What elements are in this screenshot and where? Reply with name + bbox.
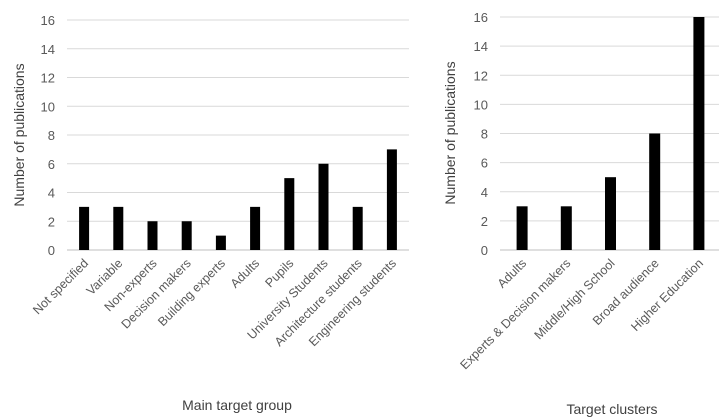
x-tick-label: Middle/High School	[532, 256, 618, 342]
bar	[386, 149, 397, 250]
bar	[318, 163, 329, 250]
y-tick-label: 2	[48, 214, 55, 229]
y-axis-label: Number of publications	[442, 61, 458, 204]
y-tick-label: 10	[474, 97, 488, 112]
bar	[113, 206, 124, 250]
y-tick-label: 14	[41, 42, 55, 57]
y-tick-label: 10	[41, 99, 55, 114]
y-axis-label: Number of publications	[11, 63, 27, 206]
bar	[352, 206, 363, 250]
bar	[605, 177, 616, 250]
bar	[560, 206, 572, 250]
bar	[284, 178, 295, 250]
x-tick-label: Adults	[228, 256, 262, 290]
y-tick-label: 6	[48, 157, 55, 172]
y-tick-label: 8	[481, 127, 488, 142]
x-axis-label: Target clusters	[566, 401, 657, 417]
y-tick-label: 8	[48, 128, 55, 143]
y-tick-label: 14	[474, 39, 488, 54]
x-axis-label: Main target group	[182, 397, 292, 413]
y-tick-label: 6	[481, 156, 488, 171]
bar	[250, 206, 261, 250]
y-tick-label: 0	[48, 243, 55, 258]
y-tick-label: 0	[481, 243, 488, 258]
y-tick-label: 12	[41, 71, 55, 86]
y-tick-label: 16	[41, 13, 55, 28]
bar	[516, 206, 528, 250]
bar	[147, 221, 158, 250]
y-tick-label: 4	[48, 186, 55, 201]
bar	[649, 133, 661, 250]
bar	[79, 206, 90, 250]
x-tick-label: Adults	[495, 256, 529, 290]
bar	[215, 235, 226, 250]
y-tick-label: 12	[474, 68, 488, 83]
bar	[181, 221, 192, 250]
y-tick-label: 4	[481, 185, 488, 200]
bar	[693, 17, 705, 250]
x-tick-label: Not specified	[30, 256, 91, 317]
y-tick-label: 16	[474, 10, 488, 25]
y-tick-label: 2	[481, 214, 488, 229]
